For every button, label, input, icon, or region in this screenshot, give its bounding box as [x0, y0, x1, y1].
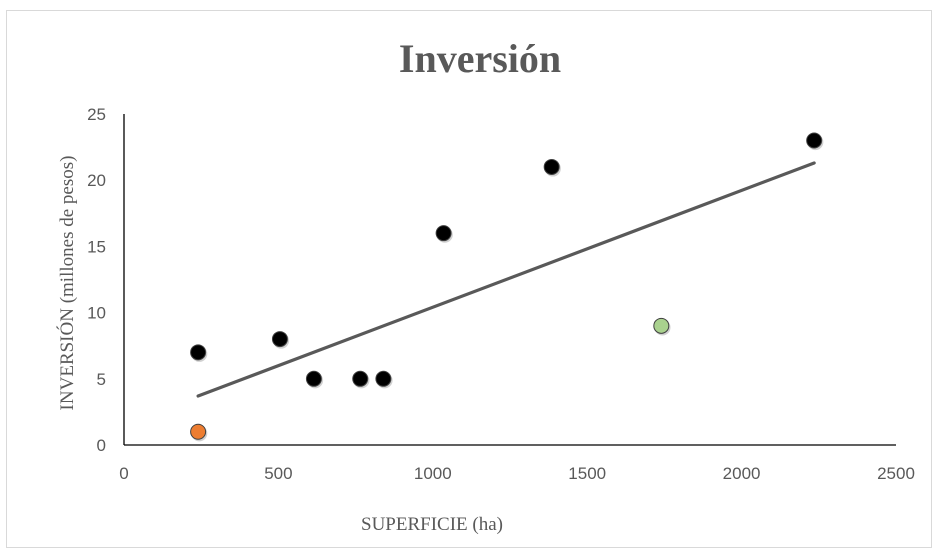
x-tick-label: 1000 — [414, 464, 452, 483]
data-point — [375, 370, 392, 387]
y-tick-label: 25 — [87, 105, 106, 124]
y-tick-label: 10 — [87, 304, 106, 323]
data-point — [435, 225, 452, 242]
data-point — [305, 370, 322, 387]
data-point — [352, 370, 369, 387]
data-point — [190, 344, 207, 361]
data-points — [190, 132, 824, 442]
x-tick-label: 0 — [119, 464, 128, 483]
trendline-group — [196, 161, 816, 398]
chart-title: Inversión — [399, 36, 561, 81]
x-tick-label: 500 — [264, 464, 292, 483]
y-tick-label: 5 — [97, 370, 106, 389]
data-point — [653, 317, 670, 334]
x-axis-title: SUPERFICIE (ha) — [361, 514, 503, 535]
chart-area — [6, 10, 932, 548]
y-tick-label: 15 — [87, 237, 106, 256]
x-tick-label: 2000 — [723, 464, 761, 483]
data-point — [806, 132, 823, 149]
y-tick-label: 0 — [97, 436, 106, 455]
x-tick-label: 2500 — [877, 464, 915, 483]
x-tick-label: 1500 — [568, 464, 606, 483]
data-point — [271, 331, 288, 348]
y-axis-ticks: 0 5 10 15 20 25 — [87, 105, 106, 455]
data-point — [543, 158, 560, 175]
trendline — [196, 161, 816, 398]
y-tick-label: 20 — [87, 171, 106, 190]
y-axis-title: INVERSIÓN (millones de pesos) — [56, 156, 78, 411]
data-point — [190, 423, 207, 440]
x-axis-ticks: 0 500 1000 1500 2000 2500 — [119, 464, 915, 483]
